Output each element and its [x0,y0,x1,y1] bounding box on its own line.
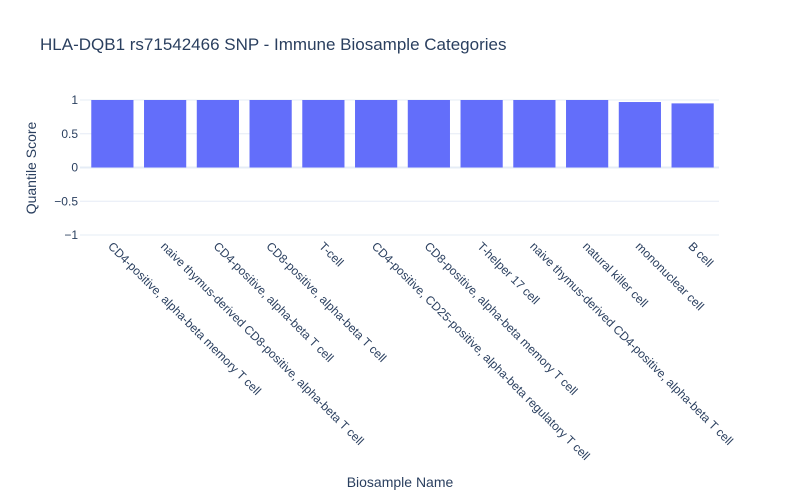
bar [460,100,503,168]
y-tick-label: −1 [64,228,78,242]
y-tick-label: 0 [71,161,78,175]
bars [91,100,714,168]
y-axis-title: Quantile Score [23,121,39,214]
bar [144,100,187,168]
y-axis-ticks: 1 0.5 0 −0.5 −1 [54,93,78,242]
grid-lines [80,99,719,236]
y-tick-label: −0.5 [54,194,78,208]
bar [618,102,661,168]
x-axis-title: Biosample Name [347,474,454,490]
bar [513,100,556,168]
bar [91,100,134,168]
bar [566,100,609,168]
bar [355,100,398,168]
bar [671,103,714,168]
chart-title: HLA-DQB1 rs71542466 SNP - Immune Biosamp… [40,35,506,54]
bar [302,100,345,168]
y-tick-label: 0.5 [61,127,78,141]
bar [407,100,450,168]
bar [249,100,292,168]
bar [196,100,239,168]
y-tick-label: 1 [71,93,78,107]
